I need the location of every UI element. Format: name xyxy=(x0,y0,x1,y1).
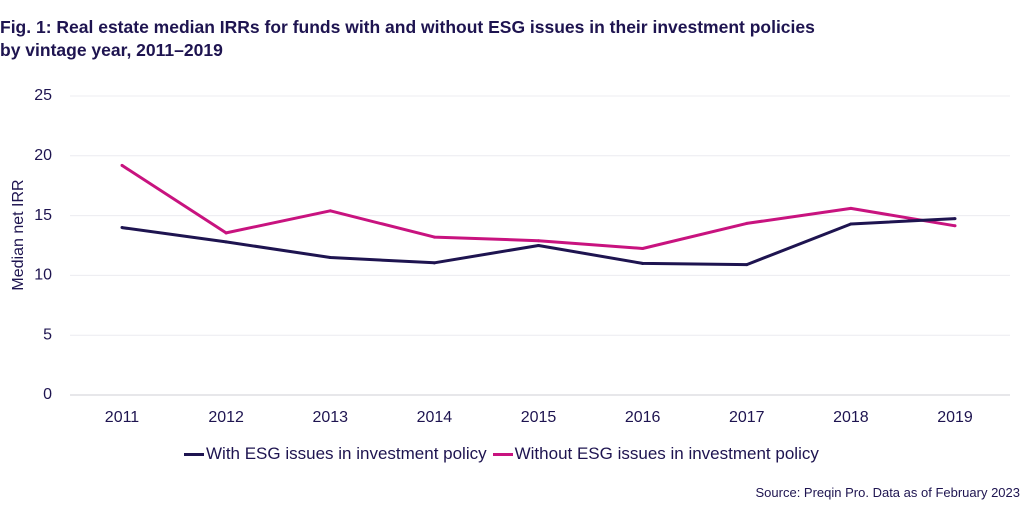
point-with-esg-2019 xyxy=(953,217,957,221)
x-tick-label: 2019 xyxy=(937,409,973,426)
legend-item-without-esg: Without ESG issues in investment policy xyxy=(492,444,819,464)
y-tick-label: 10 xyxy=(34,267,52,284)
point-with-esg-2018 xyxy=(849,222,853,226)
legend-swatch-with-esg xyxy=(184,452,204,456)
legend-item-with-esg: With ESG issues in investment policy xyxy=(184,444,487,464)
y-tick-label: 15 xyxy=(34,207,52,224)
point-without-esg-2012 xyxy=(224,231,228,235)
legend-swatch-without-esg xyxy=(492,452,513,456)
point-without-esg-2015 xyxy=(537,239,540,243)
x-tick-label: 2017 xyxy=(729,409,765,426)
x-tick-label: 2016 xyxy=(625,409,661,426)
y-tick-label: 20 xyxy=(34,147,52,164)
x-axis-ticks: 2011 2012 2013 2014 2015 2016 2017 2018 2019 xyxy=(105,409,973,426)
point-without-esg-2016 xyxy=(641,246,645,250)
gridlines xyxy=(70,95,1010,396)
point-with-esg-2014 xyxy=(432,261,436,265)
point-with-esg-2015 xyxy=(537,244,540,247)
x-tick-label: 2011 xyxy=(105,409,140,426)
point-with-esg-2016 xyxy=(641,261,645,265)
chart-title-line-1: Fig. 1: Real estate median IRRs for fund… xyxy=(0,17,815,37)
series-lines xyxy=(120,163,957,267)
point-without-esg-2018 xyxy=(849,206,853,210)
chart-title: Fig. 1: Real estate median IRRs for fund… xyxy=(0,16,1000,62)
point-without-esg-2017 xyxy=(745,221,749,225)
y-axis-ticks: 0 5 10 15 20 25 xyxy=(34,87,52,403)
x-tick-label: 2013 xyxy=(312,409,348,426)
point-without-esg-2013 xyxy=(328,209,332,213)
x-tick-label: 2018 xyxy=(833,409,869,426)
x-tick-label: 2012 xyxy=(208,409,244,426)
point-without-esg-2011 xyxy=(120,163,124,167)
legend-label-without-esg: Without ESG issues in investment policy xyxy=(514,444,819,463)
y-tick-label: 5 xyxy=(43,326,52,343)
y-tick-label: 0 xyxy=(43,386,52,403)
y-axis-title: Median net IRR xyxy=(10,179,27,290)
source-note: Source: Preqin Pro. Data as of February … xyxy=(755,485,1020,500)
point-without-esg-2019 xyxy=(953,224,957,228)
chart-title-line-2: by vintage year, 2011–2019 xyxy=(0,40,223,60)
point-with-esg-2017 xyxy=(745,263,749,267)
point-with-esg-2011 xyxy=(120,226,124,230)
x-tick-label: 2014 xyxy=(417,409,453,426)
y-tick-label: 25 xyxy=(34,87,52,104)
series-line-without-esg xyxy=(121,164,956,250)
legend-label-with-esg: With ESG issues in investment policy xyxy=(206,444,487,463)
point-with-esg-2012 xyxy=(224,240,228,244)
legend: With ESG issues in investment policy Wit… xyxy=(184,444,819,464)
point-with-esg-2013 xyxy=(328,255,332,259)
point-without-esg-2014 xyxy=(432,235,436,239)
x-tick-label: 2015 xyxy=(521,409,557,426)
